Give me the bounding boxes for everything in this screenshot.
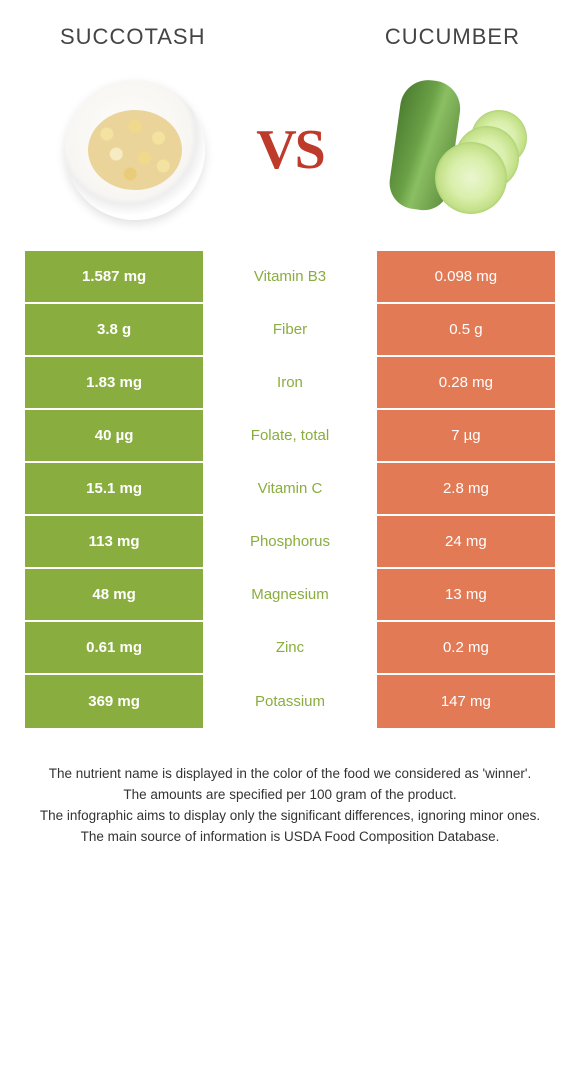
left-value: 1.587 mg xyxy=(25,251,205,302)
header: Succotash Cucumber xyxy=(0,0,580,60)
right-value: 147 mg xyxy=(375,675,555,728)
left-value: 40 µg xyxy=(25,410,205,461)
right-value: 0.28 mg xyxy=(375,357,555,408)
succotash-image xyxy=(65,80,205,220)
nutrient-label: Zinc xyxy=(205,622,375,673)
vs-label: VS xyxy=(256,118,324,182)
left-value: 369 mg xyxy=(25,675,205,728)
nutrient-label: Phosphorus xyxy=(205,516,375,567)
table-row: 1.83 mgIron0.28 mg xyxy=(25,357,555,410)
table-row: 3.8 gFiber0.5 g xyxy=(25,304,555,357)
nutrient-label: Magnesium xyxy=(205,569,375,620)
footnote-line: The amounts are specified per 100 gram o… xyxy=(28,786,552,805)
right-value: 7 µg xyxy=(375,410,555,461)
right-value: 24 mg xyxy=(375,516,555,567)
footnote-line: The infographic aims to display only the… xyxy=(28,807,552,826)
right-food-title: Cucumber xyxy=(385,24,520,50)
nutrition-table: 1.587 mgVitamin B30.098 mg3.8 gFiber0.5 … xyxy=(24,250,556,729)
nutrient-label: Fiber xyxy=(205,304,375,355)
nutrient-label: Potassium xyxy=(205,675,375,728)
left-value: 15.1 mg xyxy=(25,463,205,514)
left-value: 48 mg xyxy=(25,569,205,620)
table-row: 40 µgFolate, total7 µg xyxy=(25,410,555,463)
footnotes: The nutrient name is displayed in the co… xyxy=(0,729,580,847)
table-row: 48 mgMagnesium13 mg xyxy=(25,569,555,622)
nutrient-label: Iron xyxy=(205,357,375,408)
right-value: 0.2 mg xyxy=(375,622,555,673)
table-row: 113 mgPhosphorus24 mg xyxy=(25,516,555,569)
table-row: 15.1 mgVitamin C2.8 mg xyxy=(25,463,555,516)
succotash-fill xyxy=(88,110,182,190)
cucumber-slice xyxy=(435,142,507,214)
footnote-line: The main source of information is USDA F… xyxy=(28,828,552,847)
left-value: 0.61 mg xyxy=(25,622,205,673)
nutrient-label: Vitamin B3 xyxy=(205,251,375,302)
table-row: 1.587 mgVitamin B30.098 mg xyxy=(25,251,555,304)
table-row: 0.61 mgZinc0.2 mg xyxy=(25,622,555,675)
table-row: 369 mgPotassium147 mg xyxy=(25,675,555,728)
left-value: 1.83 mg xyxy=(25,357,205,408)
left-food-title: Succotash xyxy=(60,24,206,50)
cucumber-image xyxy=(375,80,515,220)
footnote-line: The nutrient name is displayed in the co… xyxy=(28,765,552,784)
right-value: 0.098 mg xyxy=(375,251,555,302)
right-value: 13 mg xyxy=(375,569,555,620)
comparison-images: VS xyxy=(0,60,580,250)
nutrient-label: Folate, total xyxy=(205,410,375,461)
right-value: 2.8 mg xyxy=(375,463,555,514)
right-value: 0.5 g xyxy=(375,304,555,355)
left-value: 3.8 g xyxy=(25,304,205,355)
nutrient-label: Vitamin C xyxy=(205,463,375,514)
left-value: 113 mg xyxy=(25,516,205,567)
